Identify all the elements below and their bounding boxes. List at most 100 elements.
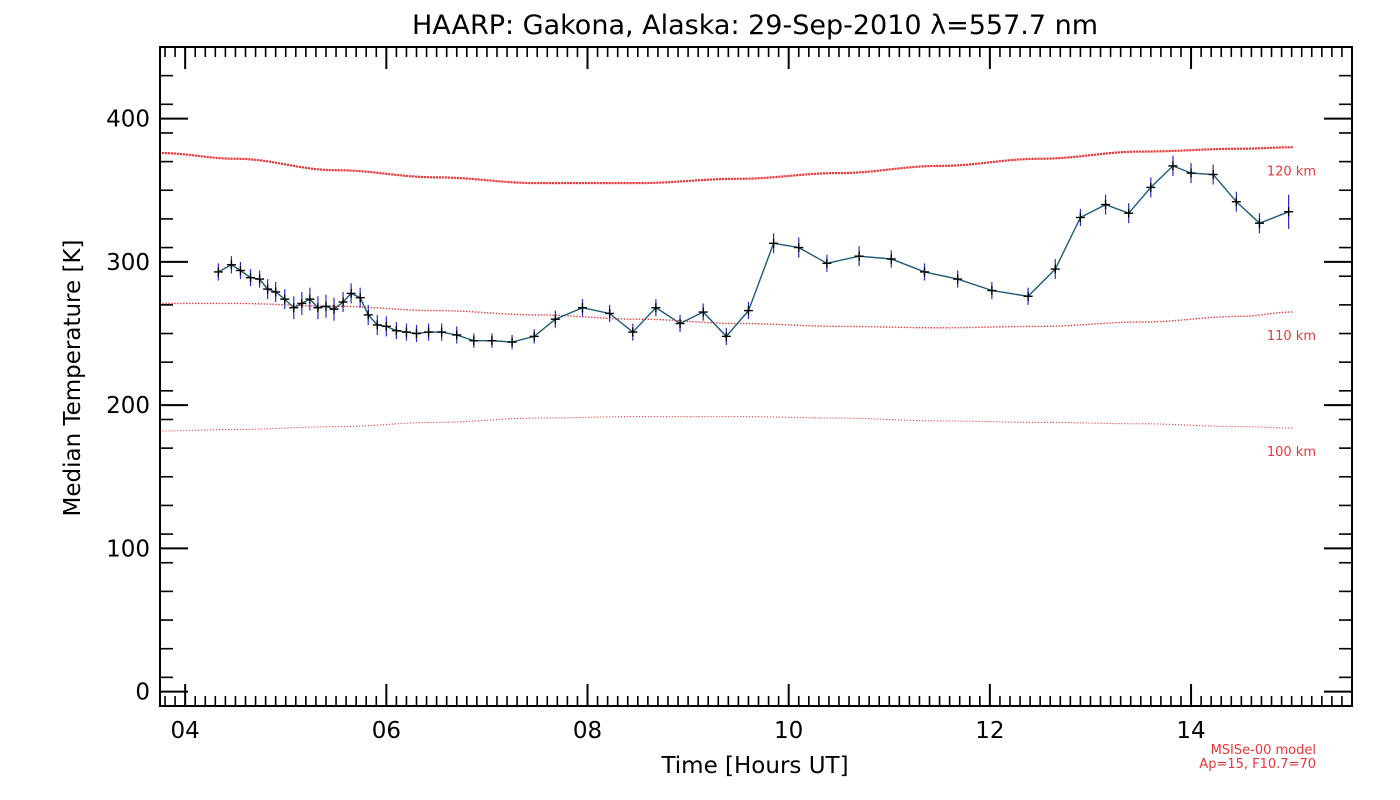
model-dot [787,174,790,178]
model-dot [1114,151,1118,154]
data-point [987,286,997,296]
model-dot [519,417,521,419]
model-dot [174,430,176,432]
model-dot [831,172,835,175]
model-dot [761,416,763,418]
model-dot [335,426,337,428]
model-dot [1126,150,1129,153]
model-dot [454,421,456,423]
model-dot [588,416,590,418]
model-dot [1156,320,1159,323]
model-dot [364,425,367,427]
model-dot [311,305,313,307]
model-dot [391,173,394,176]
model-dot [987,421,989,423]
model-dot [629,416,632,418]
model-dot [254,158,257,161]
model-dot [1034,325,1037,328]
model-dot [504,180,507,183]
model-dot [695,321,697,323]
model-dot [1168,320,1171,322]
model-dot [412,175,415,178]
model-dot [212,302,215,305]
model-dot [784,324,787,326]
model-dot [653,416,655,418]
model-dot [611,317,614,320]
model-dot [444,176,447,179]
model-dot [1147,150,1150,153]
model-dot [352,169,355,172]
data-point [391,326,401,336]
model-dot [239,302,242,305]
model-dot [694,179,698,182]
model-dot [379,424,381,426]
model-dot [433,309,435,312]
model-dot [1255,426,1257,428]
model-dot [814,172,817,175]
model-dot [1180,424,1183,426]
model-dot [659,416,661,418]
model-dot [281,304,283,306]
model-dot [251,158,254,161]
model-dot [298,165,302,169]
model-dot [1091,422,1093,424]
model-dot [168,430,170,432]
model-dot [781,175,784,178]
model-dot [656,416,658,418]
model-label-120-km: 120 km [1267,164,1316,179]
model-dot [745,322,748,325]
model-dot [856,325,858,328]
model-dot [331,169,334,172]
model-dot [1242,147,1246,150]
model-dot [790,416,792,418]
model-dot [466,310,468,313]
model-dot [457,310,459,312]
model-dot [165,430,167,432]
model-dot [438,176,442,179]
model-dot [1022,325,1025,328]
model-dot [597,416,599,418]
model-dot [766,416,769,418]
model-dot [388,307,391,310]
model-dot [739,177,742,180]
model-dot [659,181,662,184]
model-dot [971,163,975,166]
model-dot [180,302,182,305]
model-dot [805,173,808,176]
model-dot [358,170,361,173]
model-dot [671,180,674,184]
model-dot [182,153,185,156]
model-dot [656,181,659,184]
model-dot [361,170,364,173]
model-dot [1207,425,1209,427]
model-dot [745,177,748,180]
model-dot [867,170,870,173]
model-dot [1097,323,1099,325]
model-dot [1073,324,1075,326]
model-dot [403,422,405,424]
model-dot [701,321,703,323]
model-dot [808,325,810,327]
model-dot [1166,423,1168,425]
model-dot [906,166,909,169]
model-dot [435,176,439,179]
model-dot [206,302,209,305]
model-dot [370,171,373,174]
model-dot [230,428,233,431]
model-dot [534,181,537,185]
model-dot [1195,318,1198,320]
model-dot [361,425,364,427]
model-dot [451,421,453,423]
model-dot [1085,323,1087,326]
model-dot [460,310,462,312]
model-dot [855,171,858,174]
model-dot [1210,148,1213,151]
model-label-100-km: 100 km [1267,445,1316,460]
model-dot [1273,312,1275,314]
model-dot [1279,311,1281,314]
model-dot [1034,157,1037,160]
data-point [577,303,587,313]
model-dot [310,167,313,170]
model-dot [1171,423,1174,425]
model-dot [582,416,584,418]
